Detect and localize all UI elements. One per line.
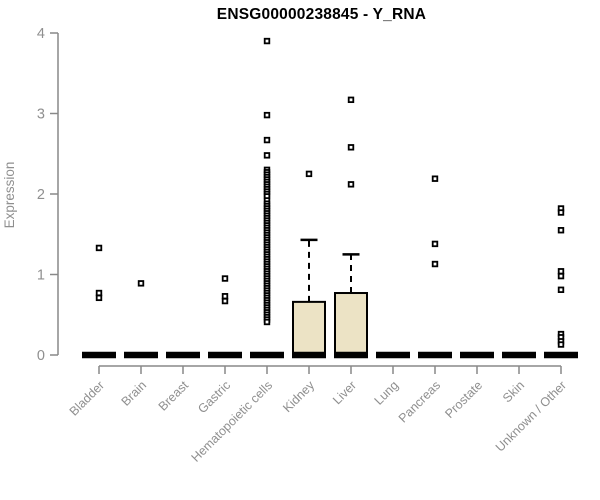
box xyxy=(292,300,326,356)
x-tick-label: Gastric xyxy=(195,378,233,416)
x-tick-label: Liver xyxy=(330,378,359,407)
outlier-point xyxy=(557,209,565,216)
outlier-point xyxy=(557,272,565,280)
outlier-point xyxy=(557,286,565,293)
x-tick-label: Breast xyxy=(156,378,192,414)
outlier-point xyxy=(431,240,439,248)
outlier-point xyxy=(221,297,229,305)
median-line xyxy=(166,351,200,359)
x-tick-label: Bladder xyxy=(67,378,107,418)
x-tick-label: Kidney xyxy=(280,378,317,415)
outlier-point xyxy=(221,275,229,282)
outlier-point xyxy=(263,37,271,45)
box xyxy=(334,292,368,357)
median-line xyxy=(334,351,368,359)
outlier-point xyxy=(431,260,439,268)
outlier-point xyxy=(263,318,271,326)
x-tick-label: Pancreas xyxy=(396,378,443,425)
y-tick-label: 4 xyxy=(37,26,45,42)
outlier-point xyxy=(95,244,103,252)
outlier-point xyxy=(347,96,355,104)
x-tick-label: Prostate xyxy=(442,378,485,421)
chart-title: ENSG00000238845 - Y_RNA xyxy=(216,6,427,23)
outlier-point xyxy=(557,227,565,234)
y-tick-label: 1 xyxy=(37,268,45,284)
x-tick-label: Lung xyxy=(372,378,402,408)
x-tick-label: Unknown / Other xyxy=(493,378,569,454)
median-line xyxy=(82,351,116,359)
y-tick-label: 2 xyxy=(37,187,45,203)
y-tick-label: 0 xyxy=(37,348,45,364)
outlier-point xyxy=(557,268,565,275)
x-tick-label: Skin xyxy=(500,378,527,405)
outlier-point xyxy=(95,289,103,297)
median-line xyxy=(544,351,578,359)
median-line xyxy=(250,351,284,359)
median-line xyxy=(124,351,158,359)
x-tick-label: Brain xyxy=(119,378,150,409)
outlier-point xyxy=(263,111,271,119)
outlier-point xyxy=(263,152,271,159)
y-tick-label: 3 xyxy=(37,107,45,123)
median-line xyxy=(376,351,410,359)
median-line xyxy=(418,351,452,359)
median-line xyxy=(460,351,494,359)
outlier-point xyxy=(221,293,229,300)
x-tick-label: Hematopoietic cells xyxy=(189,378,276,465)
outlier-point xyxy=(347,144,355,151)
outlier-point xyxy=(305,170,313,178)
median-line xyxy=(292,351,326,359)
median-line xyxy=(502,351,536,359)
outlier-point xyxy=(431,175,439,182)
outlier-point xyxy=(557,341,565,348)
outlier-point xyxy=(137,280,145,287)
outlier-point xyxy=(347,181,355,188)
outlier-point xyxy=(95,294,103,302)
median-line xyxy=(208,351,242,359)
outlier-point xyxy=(263,136,271,144)
